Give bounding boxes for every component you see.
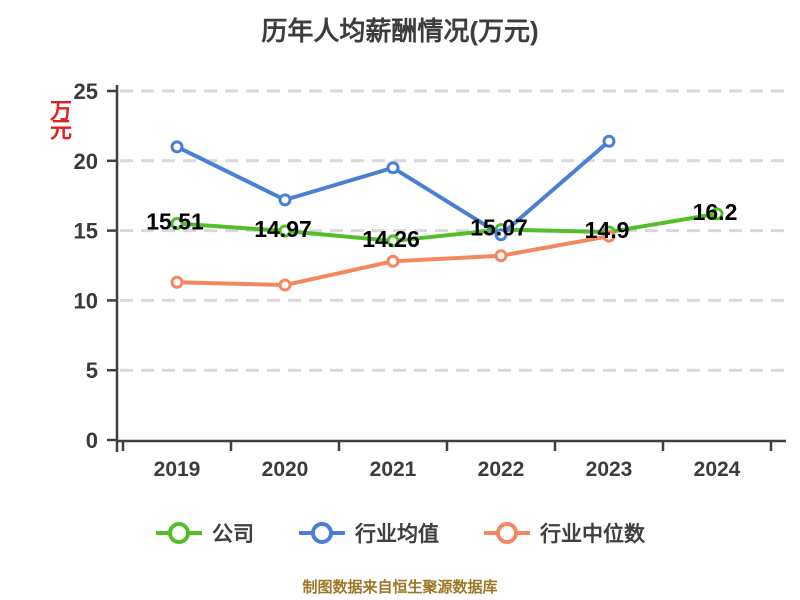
data-point-label: 14.97: [254, 216, 312, 242]
data-point-series-2: [170, 275, 184, 289]
chart-footer-source: 制图数据来自恒生聚源数据库: [302, 579, 498, 596]
chart-title: 历年人均薪酬情况(万元): [261, 16, 539, 46]
legend-label-company: 公司: [212, 523, 254, 546]
data-point-series-1: [170, 140, 184, 154]
legend-item-industry-median: 行业中位数: [483, 518, 645, 548]
legend-label-industry-median: 行业中位数: [540, 523, 645, 546]
data-point-label: 14.9: [585, 217, 630, 243]
data-point-series-0: [710, 207, 724, 221]
legend-label-industry-mean: 行业均值: [355, 523, 439, 546]
data-point-series-0: [278, 224, 292, 238]
data-point-series-2: [494, 249, 508, 263]
x-tick-label: 2021: [370, 458, 417, 481]
data-point-label: 16.2: [693, 199, 738, 225]
data-point-label: 15.51: [146, 208, 204, 234]
line-chart-canvas: 0 5 10 15 20 25 2019 2020 2021 2022 2023 2024 15.51 1…: [74, 79, 786, 481]
y-tick-label: 5: [86, 358, 98, 383]
legend-marker-company-icon: [156, 522, 202, 544]
x-tick-label: 2022: [478, 458, 525, 481]
x-tick-label: 2023: [586, 458, 633, 481]
x-tick-label: 2024: [694, 458, 741, 481]
series-line-0: [175, 211, 719, 243]
y-tick-label: 25: [74, 79, 98, 104]
data-point-series-1: [602, 134, 616, 148]
data-point-label: 15.07: [470, 215, 528, 241]
data-point-series-2: [386, 254, 400, 268]
chart-legend: 公司 行业均值 行业中位数: [0, 518, 800, 548]
legend-marker-industry-median-icon: [484, 522, 530, 544]
series-line-1: [175, 139, 611, 237]
data-point-series-0: [170, 216, 184, 230]
data-point-series-2: [278, 278, 292, 292]
y-tick-label: 20: [74, 149, 98, 174]
data-point-series-1: [494, 228, 508, 242]
x-tick-label: 2019: [154, 458, 201, 481]
y-tick-label: 15: [74, 219, 98, 244]
y-tick-label: 0: [86, 428, 98, 453]
legend-item-industry-mean: 行业均值: [298, 518, 439, 548]
y-tick-label: 10: [74, 288, 98, 313]
data-point-series-1: [386, 161, 400, 175]
data-point-series-1: [278, 193, 292, 207]
data-point-label: 14.26: [362, 226, 420, 252]
legend-item-company: 公司: [155, 518, 254, 548]
legend-marker-industry-mean-icon: [299, 522, 345, 544]
data-point-series-0: [386, 234, 400, 248]
x-tick-label: 2020: [262, 458, 309, 481]
data-point-series-2: [602, 229, 616, 243]
y-axis-unit-label: 万元: [47, 99, 72, 137]
